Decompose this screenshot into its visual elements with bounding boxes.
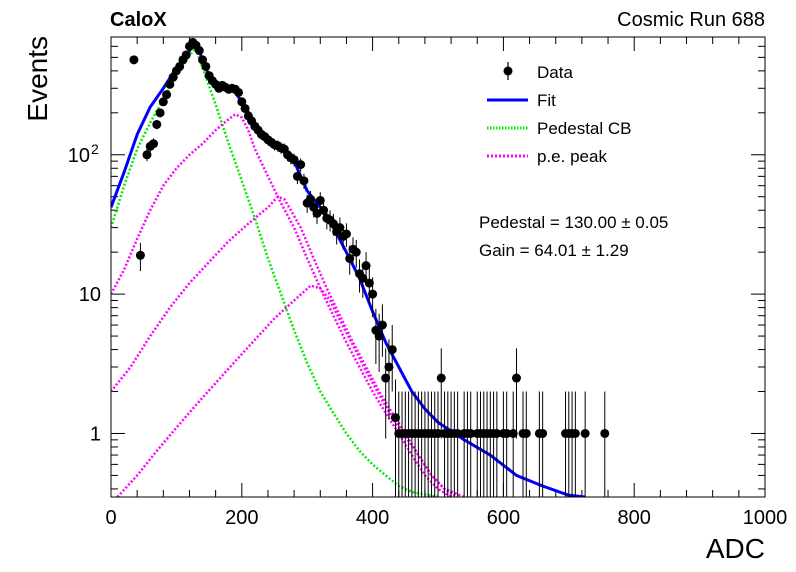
fit-gain-text: Gain = 64.01 ± 1.29 bbox=[479, 241, 629, 260]
data-point bbox=[201, 61, 211, 71]
data-point bbox=[361, 261, 371, 271]
y-tick-label: 10 bbox=[68, 145, 90, 167]
data-point bbox=[345, 254, 355, 264]
data-point bbox=[570, 428, 580, 438]
data-point bbox=[374, 331, 384, 341]
y-tick-label-exponent: 2 bbox=[91, 141, 99, 157]
y-axis-label: Events bbox=[22, 36, 53, 122]
data-point bbox=[234, 87, 244, 97]
x-tick-label: 0 bbox=[105, 507, 116, 529]
legend-item-pe-peak: p.e. peak bbox=[487, 147, 607, 166]
data-point bbox=[198, 55, 208, 65]
curves bbox=[111, 39, 586, 497]
data-point bbox=[351, 247, 361, 257]
fit-pedestal-text: Pedestal = 130.00 ± 0.05 bbox=[479, 213, 668, 232]
data-point bbox=[162, 90, 172, 100]
legend-item-pedestal: Pedestal CB bbox=[487, 119, 632, 138]
data-point bbox=[492, 428, 502, 438]
data-point bbox=[381, 373, 391, 383]
data-point bbox=[358, 273, 368, 283]
data-point bbox=[289, 155, 299, 165]
data-point bbox=[508, 428, 518, 438]
legend-data-marker bbox=[503, 66, 513, 76]
x-tick-label: 1000 bbox=[743, 507, 788, 529]
data-point bbox=[175, 61, 185, 71]
legend: Data Fit Pedestal CB p.e. peak bbox=[487, 62, 632, 166]
data-point bbox=[152, 119, 162, 129]
y-tick-label: 1 bbox=[90, 423, 101, 445]
pedestal-cb-curve bbox=[111, 46, 439, 497]
data-point bbox=[158, 97, 168, 107]
p-e-peak-3-curve bbox=[116, 284, 459, 497]
data-point bbox=[181, 50, 191, 60]
data-point bbox=[387, 345, 397, 355]
data-point bbox=[436, 373, 446, 383]
legend-item-fit: Fit bbox=[487, 91, 556, 110]
legend-data-label: Data bbox=[537, 63, 573, 82]
data-point bbox=[600, 428, 610, 438]
legend-fit-label: Fit bbox=[537, 91, 556, 110]
data-point bbox=[384, 362, 394, 372]
legend-item-data: Data bbox=[503, 62, 573, 82]
run-label: Cosmic Run 688 bbox=[617, 9, 765, 31]
data-point bbox=[319, 205, 329, 215]
data-point bbox=[315, 195, 325, 205]
x-axis-label: ADC bbox=[706, 533, 765, 564]
data-point bbox=[328, 219, 338, 229]
data-point bbox=[538, 428, 548, 438]
x-tick-label: 400 bbox=[356, 507, 389, 529]
data-point bbox=[335, 223, 345, 233]
data-point bbox=[292, 171, 302, 181]
data-point bbox=[521, 428, 531, 438]
data-point bbox=[580, 428, 590, 438]
data-point bbox=[502, 428, 512, 438]
data-point bbox=[377, 320, 387, 330]
data-point bbox=[237, 97, 247, 107]
data-point bbox=[240, 103, 250, 113]
data-points bbox=[129, 37, 610, 497]
data-point bbox=[453, 428, 463, 438]
experiment-label: CaloX bbox=[110, 9, 167, 31]
data-point bbox=[142, 150, 152, 160]
data-point bbox=[149, 139, 159, 149]
y-tick-label: 10 bbox=[79, 284, 101, 306]
x-tick-label: 800 bbox=[618, 507, 651, 529]
data-point bbox=[165, 79, 175, 89]
x-tick-label: 600 bbox=[487, 507, 520, 529]
data-point bbox=[129, 55, 139, 65]
data-point bbox=[305, 194, 315, 204]
data-point bbox=[466, 428, 476, 438]
x-tick-label: 200 bbox=[225, 507, 258, 529]
data-point bbox=[433, 428, 443, 438]
data-point bbox=[155, 108, 165, 118]
plot-frame bbox=[110, 36, 766, 498]
legend-pe-label: p.e. peak bbox=[537, 147, 607, 166]
data-point bbox=[368, 289, 378, 299]
fit-curve bbox=[111, 39, 586, 497]
data-point bbox=[390, 413, 400, 423]
legend-pedestal-label: Pedestal CB bbox=[537, 119, 632, 138]
p-e-peak-1-curve bbox=[111, 112, 452, 497]
data-point bbox=[299, 176, 309, 186]
data-point bbox=[194, 46, 204, 56]
data-point bbox=[341, 229, 351, 239]
data-point bbox=[364, 278, 374, 288]
data-point bbox=[511, 373, 521, 383]
data-point bbox=[135, 250, 145, 260]
data-point bbox=[296, 160, 306, 170]
